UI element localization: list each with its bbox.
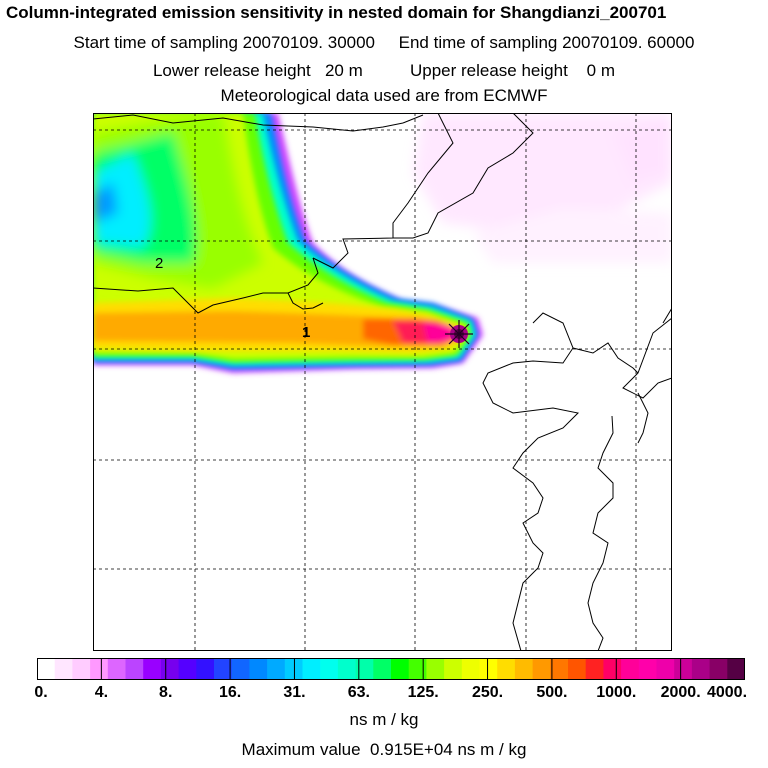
colorbar-swatch — [160, 658, 180, 680]
colorbar-swatch — [479, 658, 498, 680]
map-title: Column-integrated emission sensitivity i… — [6, 3, 667, 22]
colorbar-swatch — [426, 658, 445, 680]
lat-lon-grid — [93, 113, 672, 651]
colorbar-swatch — [302, 658, 321, 680]
colorbar-swatch — [54, 658, 73, 680]
colorbar-swatch — [550, 658, 569, 680]
colorbar-tick-label: 63. — [347, 684, 370, 701]
colorbar-swatch — [90, 658, 109, 680]
trajectory-label-2: 2 — [155, 255, 163, 272]
colorbar-swatch — [461, 658, 480, 680]
colorbar-swatch — [532, 658, 551, 680]
faint-plume-area — [413, 113, 672, 263]
colorbar-swatch — [691, 658, 711, 680]
colorbar-tick-label: 4. — [94, 684, 109, 701]
colorbar-swatch — [408, 658, 427, 680]
colorbar-tick-label: 1000. — [596, 684, 637, 701]
colorbar-swatch — [214, 658, 233, 680]
colorbar-swatch — [656, 658, 675, 680]
colorbar-unit: ns m / kg — [349, 710, 419, 729]
colorbar-swatch — [267, 658, 286, 680]
colorbar-swatch — [284, 658, 303, 680]
colorbar-swatch — [72, 658, 91, 680]
colorbar-tick-label: 500. — [536, 684, 568, 701]
colorbar-swatch — [143, 658, 162, 680]
colorbar-swatch — [107, 658, 126, 680]
colorbar-swatch — [674, 658, 693, 680]
met-data-source: Meteorological data used are from ECMWF — [220, 86, 548, 105]
colorbar-swatch — [391, 658, 410, 680]
colorbar-swatch — [514, 658, 534, 680]
colorbar-swatch — [37, 658, 56, 680]
colorbar-swatch — [337, 658, 357, 680]
colorbar-swatch — [178, 658, 197, 680]
colorbar-tick-label: 31. — [283, 684, 306, 701]
colorbar-swatch — [585, 658, 604, 680]
colorbar — [37, 658, 745, 680]
colorbar-tick-label: 250. — [471, 684, 504, 701]
release-height: Lower release height 20 m Upper release … — [152, 61, 616, 80]
colorbar-tick-label: 8. — [159, 684, 173, 701]
colorbar-swatch — [568, 658, 587, 680]
colorbar-swatch — [373, 658, 392, 680]
trajectory-label-1: 1 — [302, 324, 310, 341]
source-peak — [445, 320, 473, 348]
colorbar-swatch — [125, 658, 144, 680]
colorbar-swatch — [231, 658, 250, 680]
colorbar-swatch — [603, 658, 622, 680]
plume-band — [93, 298, 465, 353]
colorbar-swatch — [727, 658, 745, 680]
colorbar-tick-label: 0. — [34, 684, 48, 701]
colorbar-swatch — [249, 658, 268, 680]
sensitivity-map: 2 1 — [93, 113, 672, 651]
colorbar-tick-label: 16. — [218, 684, 242, 701]
colorbar-swatch — [444, 658, 463, 680]
colorbar-tick-label: 125. — [407, 684, 439, 701]
colorbar-swatch — [320, 658, 339, 680]
colorbar-border — [37, 658, 745, 680]
sampling-time: Start time of sampling 20070109. 30000 E… — [73, 33, 695, 52]
colorbar-swatch — [638, 658, 657, 680]
colorbar-tick-label: 4000. — [706, 684, 748, 701]
colorbar-tick-label: 2000. — [660, 684, 701, 701]
colorbar-swatch — [355, 658, 374, 680]
plume-upper-core — [93, 113, 263, 288]
colorbar-swatch — [196, 658, 215, 680]
maximum-value: Maximum value 0.915E+04 ns m / kg — [241, 740, 527, 759]
colorbar-swatch — [709, 658, 728, 680]
colorbar-swatch — [497, 658, 516, 680]
colorbar-swatch — [621, 658, 640, 680]
map-frame — [93, 113, 672, 651]
